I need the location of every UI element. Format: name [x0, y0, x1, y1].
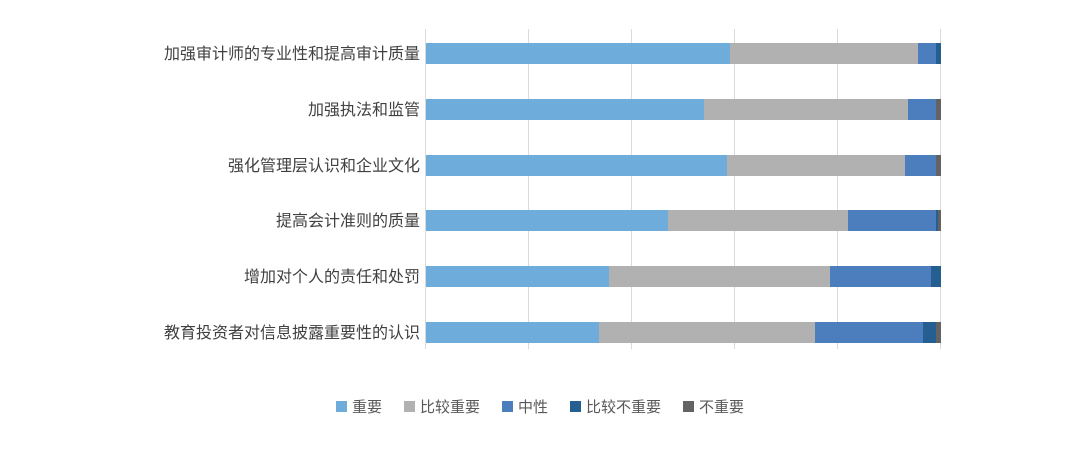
legend-item: 比较重要: [403, 396, 480, 417]
legend-label: 重要: [351, 398, 382, 416]
legend-swatch-icon: [570, 401, 581, 412]
category-label: 提高会计准则的质量: [275, 211, 420, 230]
bar-segment-重要: [426, 43, 730, 64]
category-label: 加强执法和监管: [307, 100, 420, 119]
bar-segment-比较不重要: [935, 43, 941, 64]
bar-row: [426, 322, 941, 343]
bar-row: [426, 266, 941, 287]
bar-segment-不重要: [935, 99, 941, 120]
bar-segment-不重要: [938, 210, 941, 231]
bar-segment-比较重要: [729, 43, 918, 64]
bar-segment-中性: [848, 210, 936, 231]
bar-segment-重要: [426, 322, 599, 343]
legend: 重要 比较重要 中性 比较不重要 不重要: [0, 396, 1080, 417]
bar-segment-比较重要: [608, 266, 831, 287]
bar-segment-比较重要: [704, 99, 908, 120]
legend-label: 不重要: [699, 398, 745, 416]
gridline: [940, 29, 941, 349]
bar-segment-中性: [814, 322, 923, 343]
category-label: 增加对个人的责任和处罚: [243, 267, 420, 286]
legend-item: 重要: [335, 396, 382, 417]
bar-segment-不重要: [935, 155, 941, 176]
bar-segment-比较不重要: [930, 266, 941, 287]
bar-segment-比较重要: [668, 210, 849, 231]
plot-area: [425, 29, 941, 349]
legend-swatch-icon: [501, 401, 513, 412]
legend-swatch-icon: [403, 401, 415, 412]
legend-swatch-icon: [335, 401, 347, 412]
bar-segment-中性: [917, 43, 936, 64]
gridline: [528, 29, 529, 349]
legend-swatch-icon: [683, 401, 695, 412]
category-label: 加强审计师的专业性和提高审计质量: [163, 44, 420, 63]
legend-label: 比较不重要: [586, 398, 662, 416]
bar-segment-比较不重要: [935, 210, 939, 231]
bar-segment-重要: [426, 210, 669, 231]
bar-segment-中性: [907, 99, 936, 120]
legend-item: 比较不重要: [570, 396, 661, 417]
bar-segment-中性: [904, 155, 936, 176]
gridline: [837, 29, 838, 349]
bar-row: [426, 155, 941, 176]
gridline: [734, 29, 735, 349]
bar-segment-不重要: [935, 322, 941, 343]
bar-segment-比较不重要: [922, 322, 936, 343]
gridline: [631, 29, 632, 349]
bar-row: [426, 99, 941, 120]
bar-row: [426, 210, 941, 231]
category-label: 教育投资者对信息披露重要性的认识: [163, 323, 420, 342]
category-label: 强化管理层认识和企业文化: [227, 156, 420, 175]
bar-segment-重要: [426, 99, 705, 120]
legend-item: 不重要: [683, 396, 744, 417]
gridline: [425, 29, 426, 349]
bar-segment-比较重要: [727, 155, 905, 176]
legend-label: 中性: [517, 398, 548, 416]
legend-label: 比较重要: [419, 398, 480, 416]
legend-item: 中性: [501, 396, 548, 417]
bar-segment-中性: [830, 266, 931, 287]
bar-segment-重要: [426, 155, 728, 176]
bar-segment-比较重要: [598, 322, 815, 343]
bar-segment-重要: [426, 266, 609, 287]
bar-row: [426, 43, 941, 64]
